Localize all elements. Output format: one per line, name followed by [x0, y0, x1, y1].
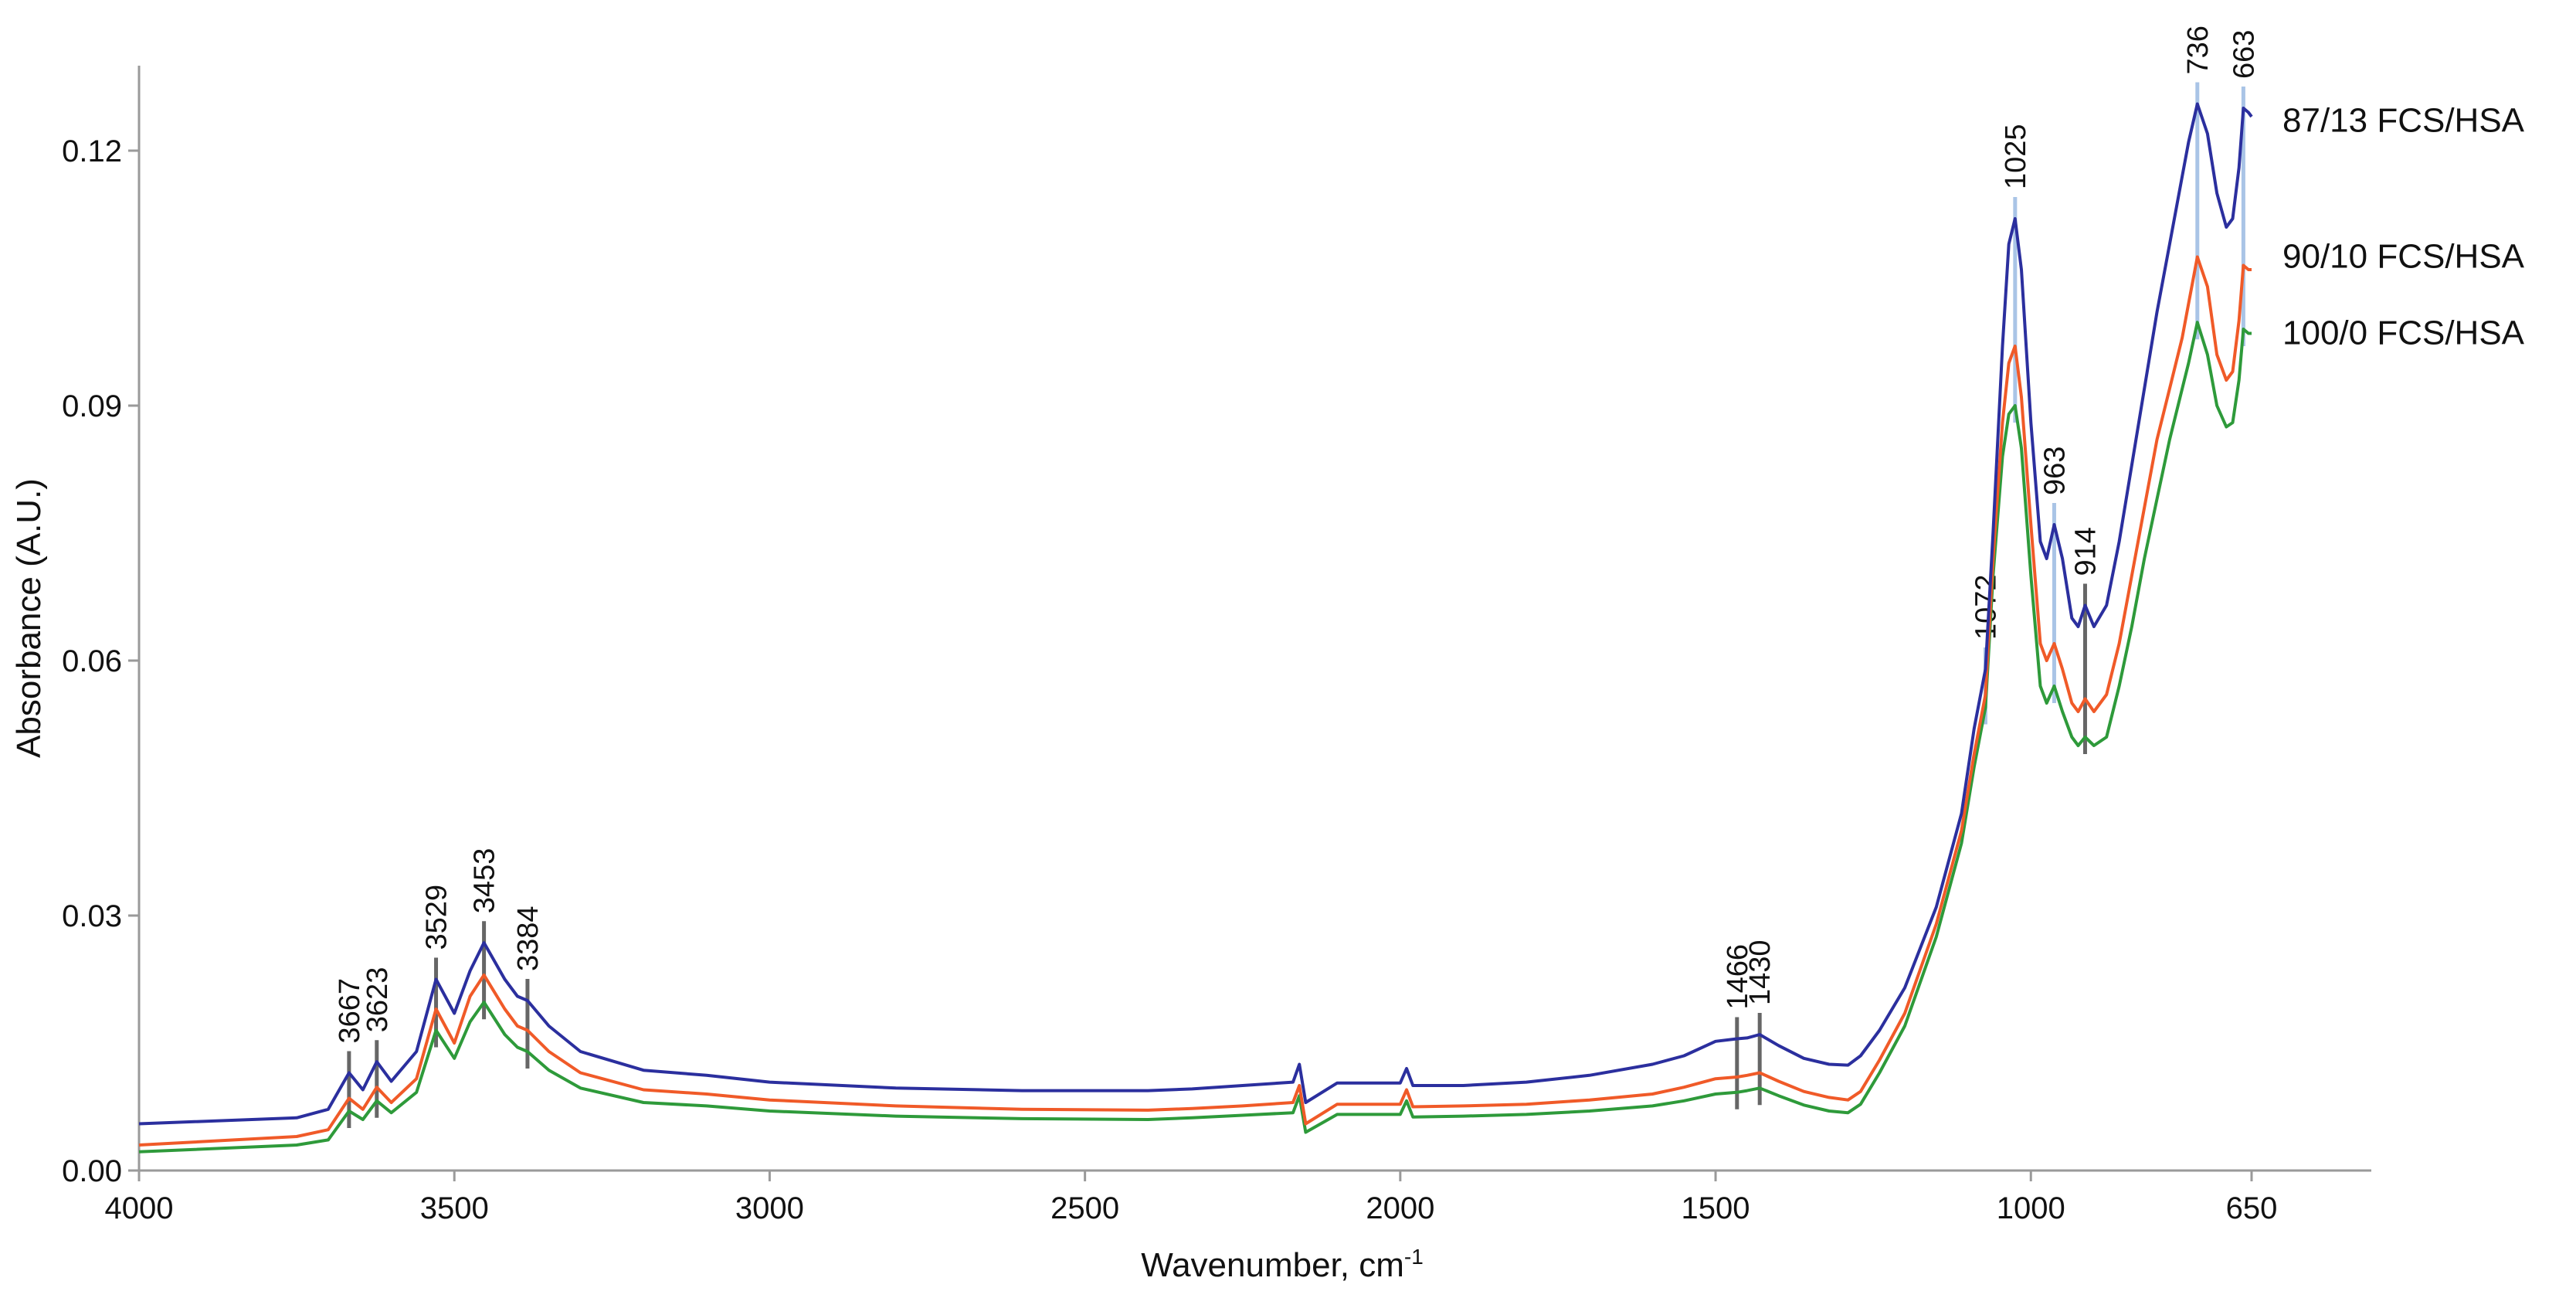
- x-tick-label: 1500: [1682, 1191, 1750, 1225]
- y-axis-ticks: 0.00 0.03 0.06 0.09 0.12: [62, 134, 139, 1188]
- peak-label: 3667: [334, 978, 366, 1044]
- axes: [137, 66, 2371, 1172]
- peak-label: 914: [2069, 527, 2102, 576]
- y-tick-label: 0.09: [62, 389, 122, 423]
- y-axis-label: Absorbance (A.U.): [10, 478, 48, 758]
- x-tick-label: 2000: [1366, 1191, 1434, 1225]
- peak-label: 663: [2228, 30, 2260, 79]
- x-tick-label: 1000: [1997, 1191, 2065, 1225]
- y-tick-label: 0.03: [62, 899, 122, 933]
- peak-markers: 3667362335293453338414661430107210259639…: [334, 25, 2260, 1128]
- series-label: 87/13 FCS/HSA: [2282, 102, 2525, 140]
- peak-label: 1430: [1744, 940, 1777, 1005]
- peak-label: 963: [2038, 447, 2071, 495]
- x-axis-ticks: 4000 3500 3000 2500 2000 1500 1000 650: [105, 1171, 2278, 1225]
- x-tick-label: 4000: [105, 1191, 174, 1225]
- peak-label: 3623: [361, 967, 394, 1033]
- series-labels: 87/13 FCS/HSA 90/10 FCS/HSA 100/0 FCS/HSA: [2282, 102, 2525, 352]
- peak-label: 3529: [421, 885, 453, 950]
- y-tick-label: 0.00: [62, 1154, 122, 1188]
- series-label: 100/0 FCS/HSA: [2282, 314, 2525, 352]
- x-axis-label-superscript: -1: [1404, 1245, 1424, 1269]
- x-axis-label: Wavenumber, cm-1: [1141, 1245, 1424, 1284]
- peak-label: 3453: [469, 848, 501, 914]
- x-tick-label: 3000: [735, 1191, 804, 1225]
- series-line: [138, 321, 2252, 1154]
- peak-label: 1466: [1722, 944, 1754, 1010]
- y-tick-label: 0.06: [62, 644, 122, 678]
- y-tick-label: 0.12: [62, 134, 122, 168]
- series-line: [138, 255, 2252, 1147]
- x-axis-label-text: Wavenumber, cm: [1141, 1246, 1404, 1284]
- series-line: [138, 102, 2253, 1126]
- peak-label: 3384: [512, 906, 545, 971]
- spectrum-lines: [138, 102, 2253, 1154]
- peak-label: 736: [2182, 25, 2215, 74]
- series-label: 90/10 FCS/HSA: [2282, 238, 2525, 276]
- x-tick-label: 2500: [1050, 1191, 1119, 1225]
- x-tick-label: 650: [2226, 1191, 2278, 1225]
- x-tick-label: 3500: [420, 1191, 489, 1225]
- peak-label: 1025: [2000, 124, 2032, 189]
